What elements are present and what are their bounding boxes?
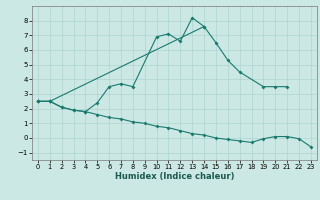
- X-axis label: Humidex (Indice chaleur): Humidex (Indice chaleur): [115, 172, 234, 181]
